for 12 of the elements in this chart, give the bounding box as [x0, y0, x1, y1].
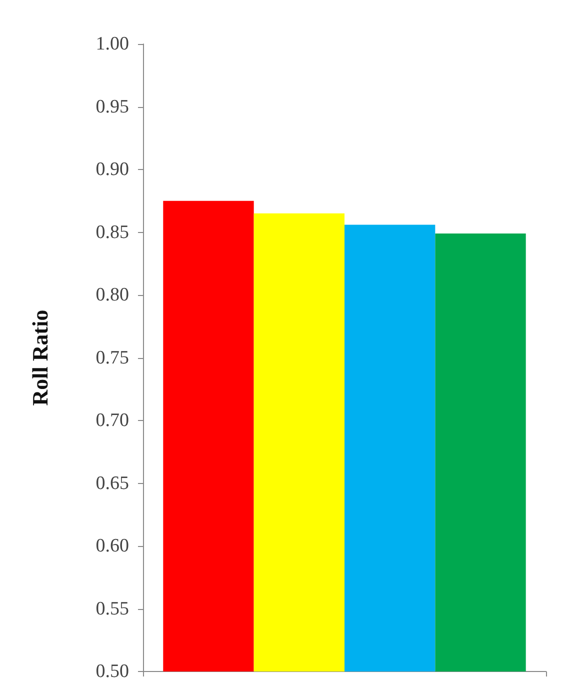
y-tick-label: 0.95 [96, 96, 129, 118]
y-tick-label: 0.50 [96, 661, 129, 681]
y-tick-label: 0.80 [96, 284, 129, 306]
y-tick-label: 1.00 [96, 34, 129, 54]
y-tick-label: 0.90 [96, 159, 129, 180]
y-tick-label: 0.75 [96, 347, 129, 368]
y-tick-label: 0.65 [96, 472, 129, 494]
y-tick-label: 0.70 [96, 410, 129, 431]
y-tick-label: 0.85 [96, 222, 129, 243]
y-tick-label: 0.60 [96, 536, 129, 556]
y-axis-title: Roll Ratio [28, 310, 52, 406]
y-tick-label: 0.55 [96, 598, 129, 620]
